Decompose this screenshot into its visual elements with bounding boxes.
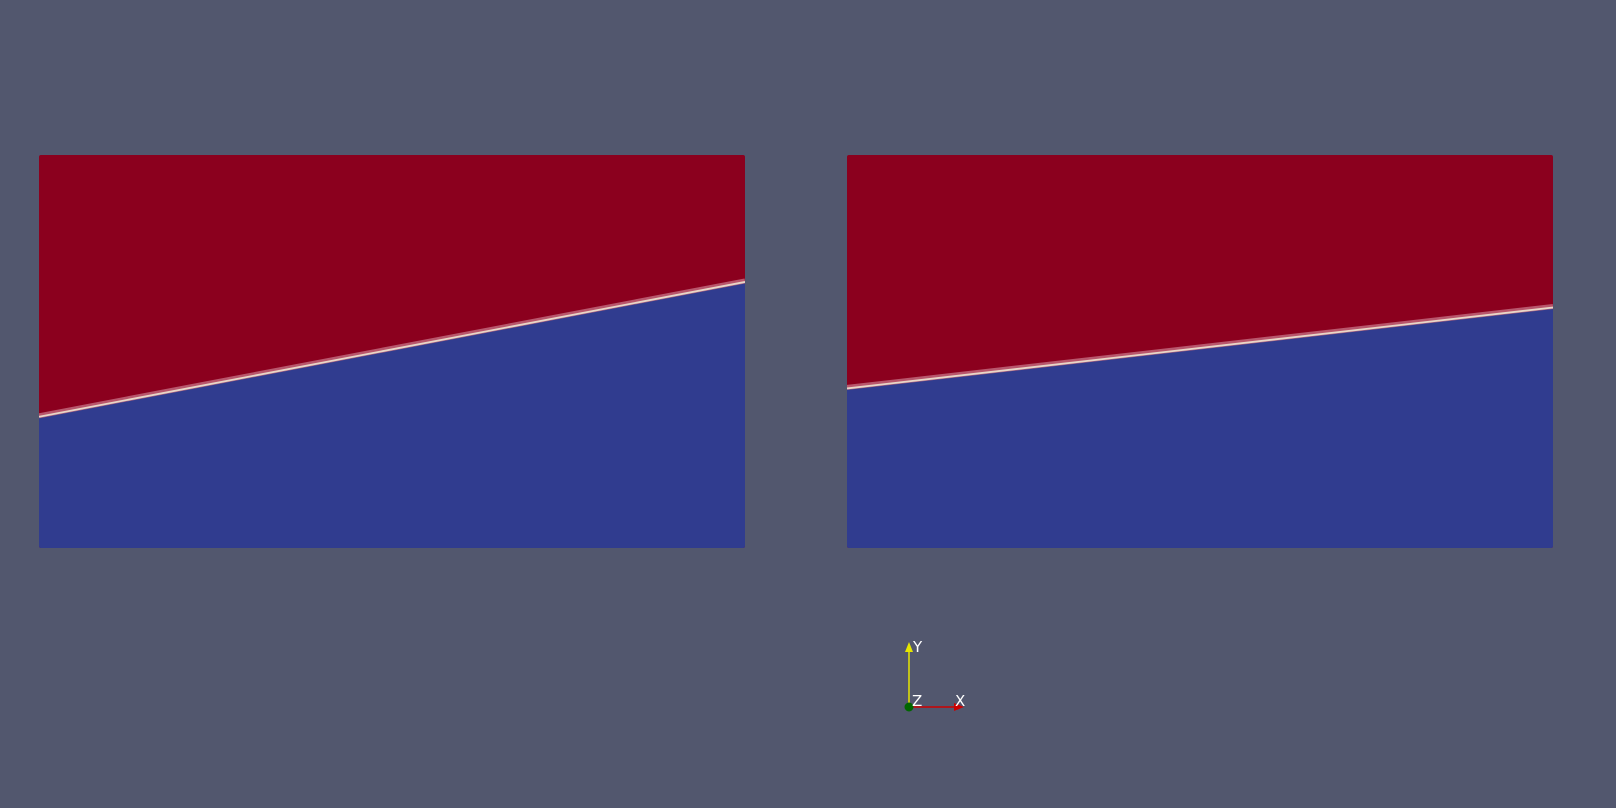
left-field-plot — [39, 155, 745, 548]
right-lower-phase — [847, 307, 1553, 548]
left-interface-glow — [39, 278, 745, 419]
right-field-plot — [847, 155, 1553, 548]
orientation-axes: Y X Z — [890, 638, 970, 720]
x-axis-label: X — [955, 692, 965, 710]
z-axis-marker — [904, 702, 914, 712]
right-interface-glow — [847, 304, 1553, 390]
left-render-panel[interactable] — [39, 155, 745, 548]
left-interface-line — [39, 281, 745, 418]
left-lower-phase — [39, 281, 745, 548]
right-render-panel[interactable] — [847, 155, 1553, 548]
z-axis-label: Z — [912, 692, 922, 710]
right-interface-line — [847, 306, 1553, 390]
y-axis-label: Y — [912, 638, 923, 656]
y-axis-arrowhead — [905, 642, 913, 652]
x-axis-arrowhead — [954, 703, 964, 711]
